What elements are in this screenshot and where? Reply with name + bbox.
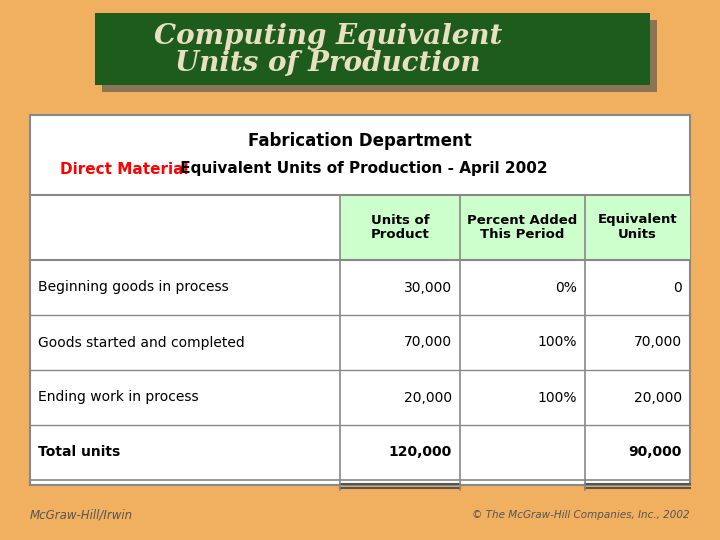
Text: 30,000: 30,000	[404, 280, 452, 294]
Bar	[340, 195, 690, 260]
Text: Beginning goods in process: Beginning goods in process	[38, 280, 229, 294]
Text: 120,000: 120,000	[389, 446, 452, 460]
Text: 100%: 100%	[538, 335, 577, 349]
Text: 20,000: 20,000	[404, 390, 452, 404]
Text: © The McGraw-Hill Companies, Inc., 2002: © The McGraw-Hill Companies, Inc., 2002	[472, 510, 690, 520]
Text: Equivalent
Units: Equivalent Units	[598, 213, 678, 241]
Text: McGraw-Hill/Irwin: McGraw-Hill/Irwin	[30, 509, 133, 522]
Text: 20,000: 20,000	[634, 390, 682, 404]
Bar	[30, 115, 690, 485]
Text: Equivalent Units of Production - April 2002: Equivalent Units of Production - April 2…	[175, 161, 548, 177]
Text: 100%: 100%	[538, 390, 577, 404]
Text: 70,000: 70,000	[404, 335, 452, 349]
Text: Units of
Product: Units of Product	[371, 213, 429, 241]
Text: 0%: 0%	[555, 280, 577, 294]
Text: Computing Equivalent: Computing Equivalent	[154, 24, 503, 51]
Text: 90,000: 90,000	[629, 446, 682, 460]
Bar	[95, 13, 650, 85]
Text: Goods started and completed: Goods started and completed	[38, 335, 245, 349]
Text: Ending work in process: Ending work in process	[38, 390, 199, 404]
Text: Units of Production: Units of Production	[176, 50, 481, 77]
Text: Direct Material: Direct Material	[60, 161, 189, 177]
Bar	[102, 20, 657, 92]
Text: 0: 0	[673, 280, 682, 294]
Text: Percent Added
This Period: Percent Added This Period	[467, 213, 577, 241]
Text: Total units: Total units	[38, 446, 120, 460]
Text: Fabrication Department: Fabrication Department	[248, 132, 472, 150]
Text: 70,000: 70,000	[634, 335, 682, 349]
